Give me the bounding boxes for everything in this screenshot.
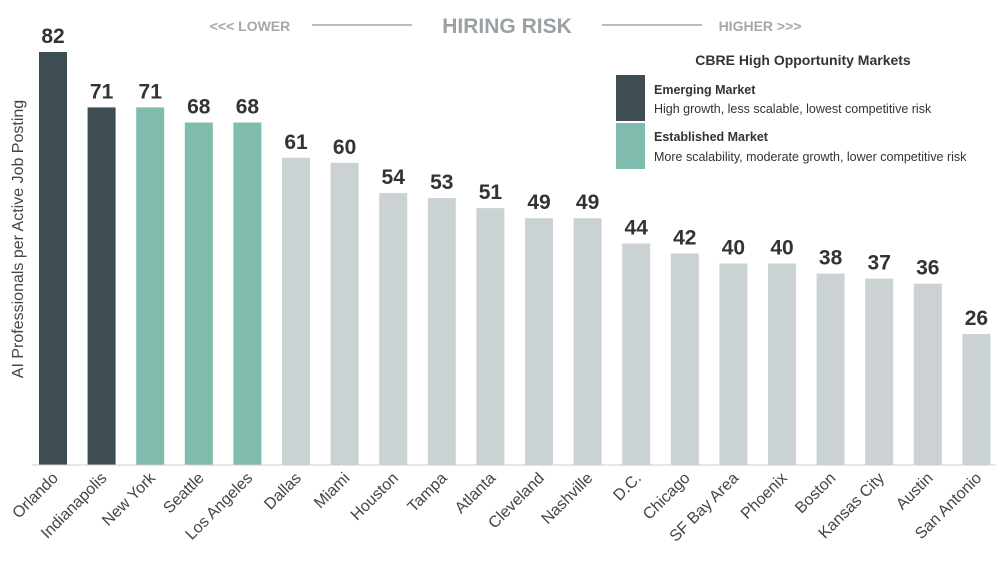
bar-value-cleveland: 49 [527,191,550,214]
bar-kansas-city [865,278,894,465]
bar-dallas [282,157,310,465]
category-label-tampa: Tampa [405,470,451,516]
bar-value-sf-bay-area: 40 [722,237,745,260]
bar-d-c [622,243,651,465]
legend-item-established-description: More scalability, moderate growth, lower… [654,150,967,164]
legend: CBRE High Opportunity Markets Emerging M… [616,52,967,169]
bar-value-austin: 36 [916,257,939,280]
bar-new-york [136,107,165,465]
bar-los-angeles [233,122,262,465]
category-label-dallas: Dallas [261,470,304,513]
bar-value-san-antonio: 26 [965,307,988,330]
bar-value-los-angeles: 68 [236,96,260,119]
bar-value-tampa: 53 [430,171,453,194]
bar-value-nashville: 49 [576,191,599,214]
bar-chicago [670,253,699,465]
bar-value-indianapolis: 71 [90,80,114,103]
category-label-austin: Austin [893,470,936,513]
bar-value-seattle: 68 [187,96,211,119]
bar-value-orlando: 82 [41,25,64,48]
bar-value-dallas: 61 [284,131,308,154]
category-label-boston: Boston [792,470,839,517]
hiring-risk-title: HIRING RISK [442,15,572,38]
bar-value-houston: 54 [382,166,406,189]
legend-swatch-established [616,123,645,169]
bar-seattle [184,122,213,465]
bar-value-d-c: 44 [625,216,649,239]
bar-value-phoenix: 40 [770,237,793,260]
category-label-phoenix: Phoenix [738,470,791,523]
bar-atlanta [476,208,505,465]
legend-item-emerging-name: Emerging Market [654,83,756,97]
category-label-new-york: New York [99,469,160,530]
bar-tampa [427,198,456,465]
bar-value-kansas-city: 37 [868,252,891,275]
legend-item-established-name: Established Market [654,130,769,144]
y-axis-label: AI Professionals per Active Job Posting [10,100,27,378]
bar-nashville [573,218,602,465]
legend-title: CBRE High Opportunity Markets [695,52,911,68]
higher-risk-label: HIGHER >>> [719,18,802,34]
category-label-miami: Miami [311,470,353,512]
bar-value-new-york: 71 [139,80,163,103]
category-label-houston: Houston [348,470,402,524]
bar-houston [379,193,408,465]
category-label-d-c: D.C. [610,470,645,505]
category-label-atlanta: Atlanta [452,470,499,517]
bar-boston [816,273,845,465]
bar-phoenix [768,263,796,465]
bar-value-miami: 60 [333,136,356,159]
bar-austin [913,283,942,465]
legend-swatch-emerging [616,75,645,121]
category-label-seattle: Seattle [160,470,207,517]
category-label-nashville: Nashville [539,470,597,528]
bar-indianapolis [87,107,116,465]
bar-value-atlanta: 51 [479,181,503,204]
bar-cleveland [525,218,553,465]
bar-san-antonio [962,334,991,465]
bar-miami [330,162,359,465]
lower-risk-label: <<< LOWER [210,18,291,34]
bar-sf-bay-area [719,263,748,465]
legend-item-emerging-description: High growth, less scalable, lowest compe… [654,102,932,116]
bar-value-boston: 38 [819,247,843,270]
bar-orlando [39,52,67,465]
bar-value-chicago: 42 [673,226,696,249]
